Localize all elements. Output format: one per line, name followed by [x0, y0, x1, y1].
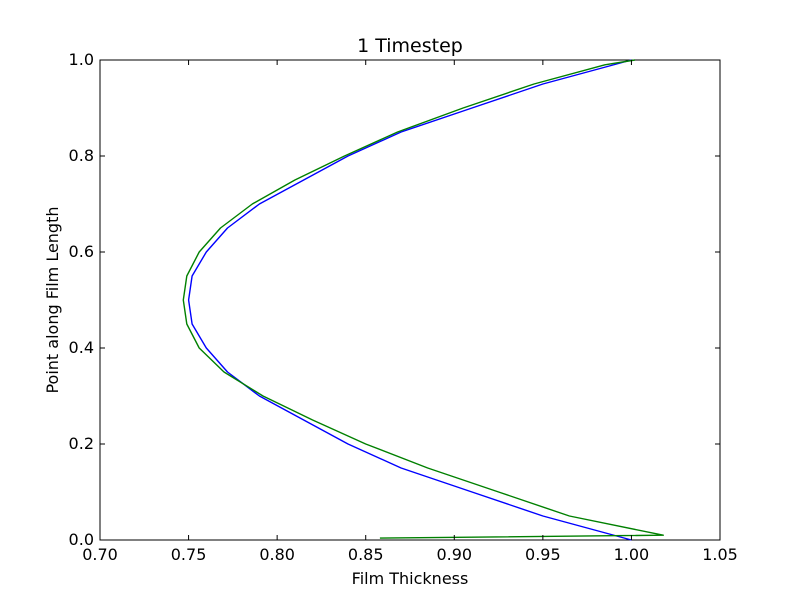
x-tick-label: 0.80 — [259, 545, 295, 564]
series-line-2 — [182, 59, 664, 539]
y-tick-label: 1.0 — [69, 50, 94, 69]
y-tick-label: 0.0 — [69, 530, 94, 549]
x-tick-label: 0.85 — [348, 545, 384, 564]
y-tick-label: 0.8 — [69, 146, 94, 165]
chart-title: 1 Timestep — [357, 35, 463, 57]
x-tick-label: 0.75 — [171, 545, 207, 564]
x-tick-label: 0.95 — [525, 545, 561, 564]
y-tick-label: 0.6 — [69, 242, 94, 261]
x-tick-label: 1.00 — [614, 545, 650, 564]
x-tick-label: 0.90 — [436, 545, 472, 564]
x-tick-label: 1.05 — [702, 545, 738, 564]
plot-area — [99, 59, 721, 541]
y-axis-label: Point along Film Length — [43, 206, 62, 393]
series-line-1 — [187, 59, 632, 541]
x-axis: 0.70 0.75 0.80 0.85 0.90 0.95 1.00 1.05 — [82, 60, 738, 564]
x-axis-label: Film Thickness — [352, 569, 469, 588]
series-group — [182, 59, 664, 541]
y-axis: 0.0 0.2 0.4 0.6 0.8 1.0 — [69, 50, 720, 549]
y-tick-label: 0.4 — [69, 338, 94, 357]
plot-frame — [99, 59, 721, 541]
y-tick-label: 0.2 — [69, 434, 94, 453]
x-tick-label: 0.70 — [82, 545, 118, 564]
